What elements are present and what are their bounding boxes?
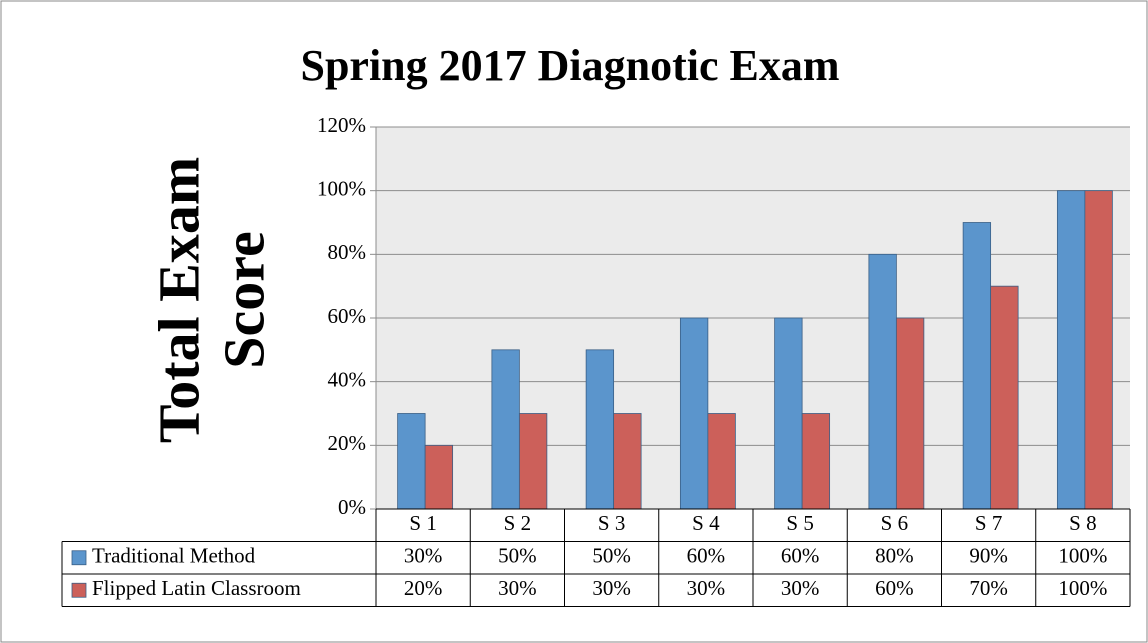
bar	[1056, 190, 1086, 510]
table-cell: 30%	[592, 576, 631, 600]
table-cell: 60%	[687, 544, 726, 568]
legend-label: Traditional Method	[92, 544, 256, 568]
table-cell: 70%	[969, 576, 1008, 600]
table-cell: 100%	[1058, 544, 1107, 568]
bar	[518, 413, 548, 510]
table-cell: 100%	[1058, 576, 1107, 600]
x-tick-label: S 7	[975, 511, 1002, 535]
bar	[868, 253, 897, 510]
bar	[585, 349, 615, 510]
table-cell: 50%	[592, 544, 631, 568]
bar	[774, 317, 803, 510]
y-tick-label: 60%	[328, 304, 367, 328]
bar	[990, 285, 1019, 510]
legend-swatch	[71, 550, 87, 566]
y-tick-label: 80%	[328, 240, 367, 264]
x-tick-label: S 3	[598, 511, 625, 535]
x-tick-label: S 8	[1069, 511, 1096, 535]
table-cell: 30%	[498, 576, 537, 600]
bar	[801, 413, 831, 510]
x-tick-label: S 5	[786, 511, 813, 535]
y-axis-label: Score	[211, 231, 276, 368]
y-tick-label: 120%	[317, 113, 366, 137]
y-tick-label: 20%	[328, 431, 367, 455]
bar	[491, 349, 520, 510]
table-cell: 30%	[404, 544, 443, 568]
table-cell: 20%	[404, 576, 443, 600]
bar	[397, 413, 426, 510]
y-tick-label: 0%	[338, 495, 366, 519]
table-cell: 30%	[687, 576, 726, 600]
table-cell: 90%	[969, 544, 1008, 568]
chart-title: Spring 2017 Diagnotic Exam	[300, 41, 839, 90]
x-tick-label: S 2	[504, 511, 531, 535]
bar	[424, 444, 454, 510]
bar	[613, 413, 642, 510]
x-tick-label: S 1	[409, 511, 436, 535]
table-cell: 80%	[875, 544, 914, 568]
y-tick-label: 100%	[317, 176, 366, 200]
table-cell: 60%	[875, 576, 914, 600]
table-cell: 30%	[781, 576, 820, 600]
y-axis-label: Total Exam	[146, 157, 211, 443]
legend-swatch	[71, 582, 87, 598]
bar	[707, 413, 736, 510]
bar	[1084, 190, 1113, 510]
legend-label: Flipped Latin Classroom	[92, 576, 301, 600]
x-tick-label: S 4	[692, 511, 720, 535]
bar	[895, 317, 925, 510]
table-cell: 60%	[781, 544, 820, 568]
x-tick-label: S 6	[881, 511, 908, 535]
bar	[679, 317, 709, 510]
bar	[962, 222, 992, 510]
table-cell: 50%	[498, 544, 537, 568]
y-tick-label: 40%	[328, 367, 367, 391]
